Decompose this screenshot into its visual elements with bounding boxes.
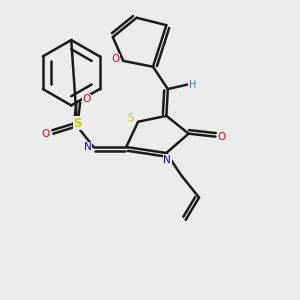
Text: H: H: [189, 80, 196, 90]
Text: O: O: [218, 132, 226, 142]
Text: O: O: [82, 94, 91, 104]
Text: O: O: [112, 54, 120, 64]
Text: S: S: [128, 113, 134, 123]
Text: N: N: [164, 154, 171, 164]
Text: S: S: [74, 117, 82, 130]
Text: N: N: [84, 142, 92, 152]
Text: O: O: [42, 129, 50, 139]
